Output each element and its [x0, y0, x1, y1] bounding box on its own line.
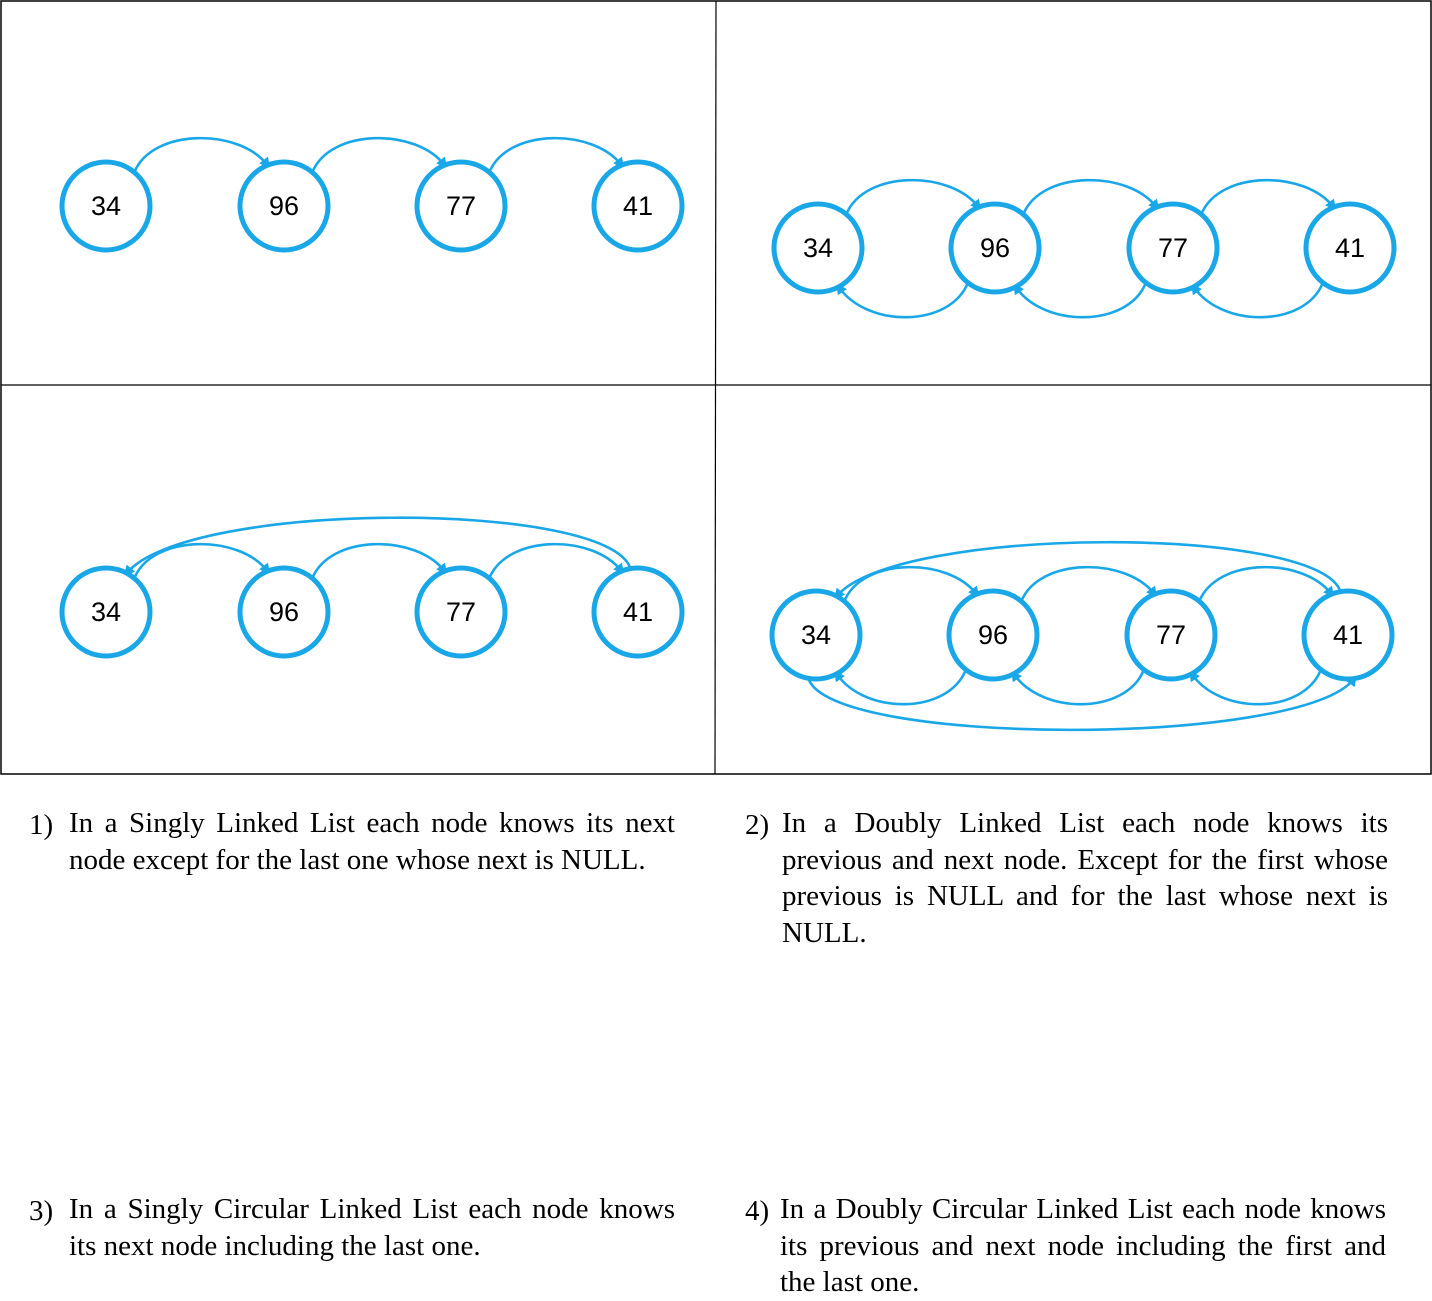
next-link-arrow — [1020, 565, 1158, 602]
node-circle — [1301, 588, 1395, 682]
node-value: 41 — [1335, 233, 1365, 263]
node-value: 34 — [803, 233, 833, 263]
list-node: 77 — [414, 565, 508, 659]
node-value: 41 — [1333, 620, 1363, 650]
node-value: 41 — [623, 191, 653, 221]
node-value: 77 — [1156, 620, 1186, 650]
node-circle — [237, 159, 331, 253]
list-node: 41 — [591, 565, 685, 659]
next-link-arrow — [845, 178, 982, 215]
vertical-divider — [714, 0, 717, 775]
prev-link-arrow — [836, 282, 970, 319]
node-circle — [414, 565, 508, 659]
node-circle — [1126, 201, 1220, 295]
node-value: 34 — [91, 191, 121, 221]
prev-link-arrow — [1011, 669, 1146, 706]
panel-3-diagram: 34 96 77 41 — [59, 516, 685, 659]
node-value: 96 — [269, 597, 299, 627]
next-link-arrow — [488, 136, 625, 173]
next-link-arrow — [133, 136, 271, 173]
node-value: 77 — [446, 597, 476, 627]
list-node: 41 — [591, 159, 685, 253]
node-value: 34 — [801, 620, 831, 650]
node-value: 34 — [91, 597, 121, 627]
node-circle — [237, 565, 331, 659]
node-value: 96 — [269, 191, 299, 221]
list-node: 77 — [1124, 588, 1218, 682]
node-circle — [591, 159, 685, 253]
node-value: 96 — [978, 620, 1008, 650]
node-circle — [591, 565, 685, 659]
list-node: 41 — [1303, 201, 1397, 295]
grid-lines — [0, 0, 1432, 775]
prev-link-arrow — [1189, 669, 1323, 706]
node-circle — [414, 159, 508, 253]
node-circle — [946, 588, 1040, 682]
next-link-arrow — [311, 136, 448, 173]
list-node: 96 — [948, 201, 1042, 295]
node-value: 96 — [980, 233, 1010, 263]
prev-link-arrow — [1191, 282, 1325, 319]
list-node: 96 — [237, 159, 331, 253]
next-link-arrow — [488, 542, 625, 579]
node-circle — [948, 201, 1042, 295]
panel-2-diagram: 34 96 77 41 — [771, 178, 1397, 319]
prev-link-arrow — [1013, 282, 1148, 319]
panel-3-description: In a Singly Circular Linked List each no… — [69, 1193, 675, 1262]
node-value: 41 — [623, 597, 653, 627]
list-node: 77 — [414, 159, 508, 253]
panel-1-diagram: 34 96 77 41 — [59, 136, 685, 253]
next-link-arrow — [133, 542, 271, 579]
next-link-arrow — [843, 565, 980, 602]
list-node: 96 — [237, 565, 331, 659]
panel-1-description: In a Singly Linked List each node knows … — [69, 807, 675, 876]
next-link-arrow — [311, 542, 448, 579]
list-node: 34 — [59, 159, 153, 253]
list-node: 77 — [1126, 201, 1220, 295]
node-circle — [771, 201, 865, 295]
node-circle — [1124, 588, 1218, 682]
node-value: 77 — [446, 191, 476, 221]
node-circle — [59, 159, 153, 253]
panel-2-number: 2) — [745, 809, 770, 841]
wrap-prev-link-arrow — [807, 675, 1357, 732]
wrap-next-link-arrow — [833, 540, 1342, 600]
panel-3-number: 3) — [29, 1195, 54, 1227]
node-value: 77 — [1158, 233, 1188, 263]
panel-4-description: In a Doubly Circular Linked List each no… — [780, 1193, 1386, 1299]
next-link-arrow — [1022, 178, 1160, 215]
list-node: 34 — [59, 565, 153, 659]
panel-4-number: 4) — [745, 1195, 770, 1227]
panel-2-description: In a Doubly Linked List each node knows … — [782, 807, 1388, 949]
next-link-arrow — [1198, 565, 1335, 602]
diagram-canvas: 34 96 77 41 34 96 77 41 34 96 77 41 34 96 77 41 — [0, 0, 1432, 775]
panel-1-number: 1) — [29, 809, 54, 841]
next-link-arrow — [1200, 178, 1337, 215]
list-node: 41 — [1301, 588, 1395, 682]
list-node: 34 — [769, 588, 863, 682]
node-circle — [59, 565, 153, 659]
node-circle — [1303, 201, 1397, 295]
node-circle — [769, 588, 863, 682]
list-node: 96 — [946, 588, 1040, 682]
list-node: 34 — [771, 201, 865, 295]
wrap-next-link-arrow — [123, 516, 632, 577]
panel-4-diagram: 34 96 77 41 — [769, 540, 1395, 732]
prev-link-arrow — [834, 669, 968, 706]
